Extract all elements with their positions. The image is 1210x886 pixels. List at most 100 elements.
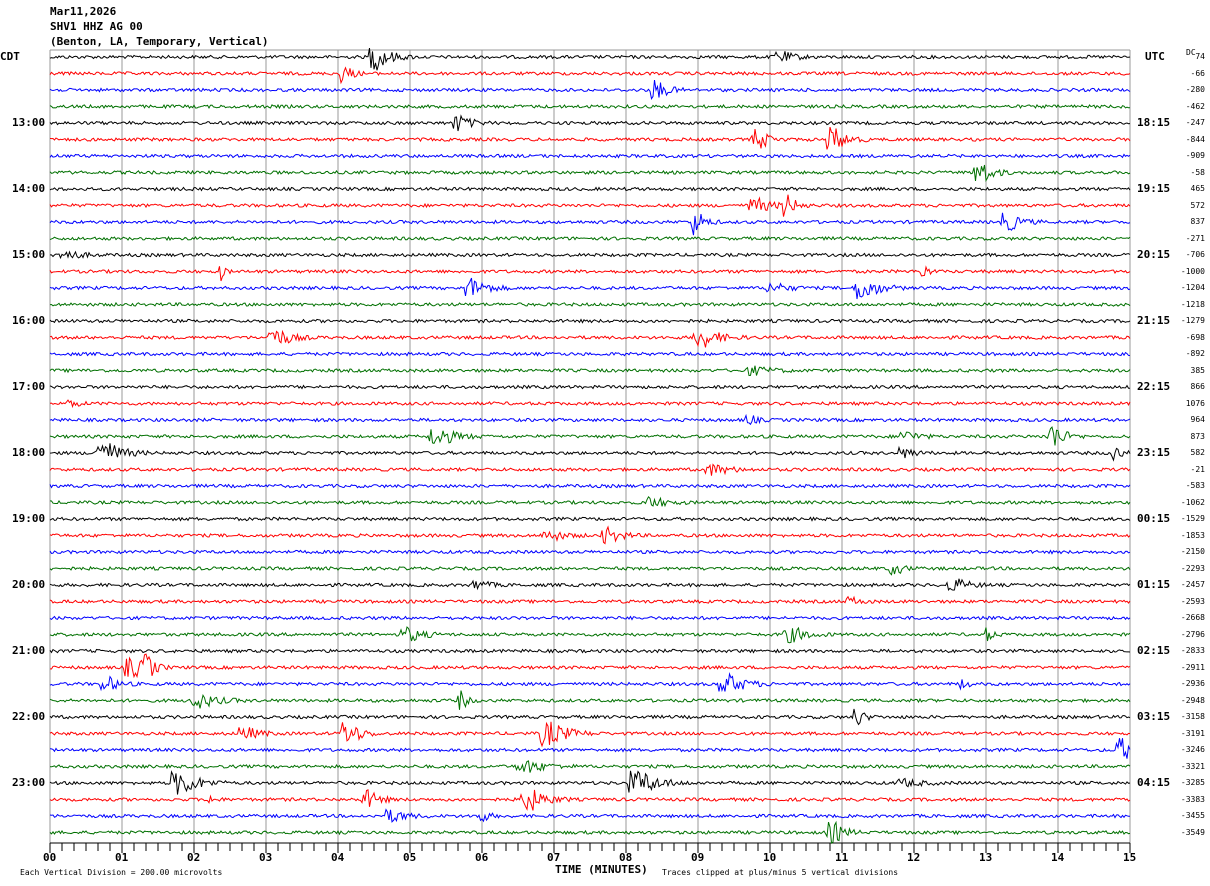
cdt-time-label: 23:00 xyxy=(12,776,46,789)
dc-offset-label: -247 xyxy=(1185,118,1205,127)
dc-offset-label: -66 xyxy=(1190,68,1205,78)
dc-offset-label: -3158 xyxy=(1180,712,1205,721)
dc-offset-label: -280 xyxy=(1185,85,1205,94)
seismic-trace xyxy=(49,186,1131,192)
cdt-time-label: 15:00 xyxy=(12,248,46,261)
dc-offset-label: -2150 xyxy=(1180,547,1205,556)
dc-offset-label: -2948 xyxy=(1180,695,1205,705)
seismic-trace xyxy=(49,329,1131,348)
cdt-time-label: 19:00 xyxy=(12,512,46,525)
cdt-time-label: 18:00 xyxy=(12,446,46,459)
seismic-trace xyxy=(50,760,1131,773)
cdt-axis-title: CDT xyxy=(0,50,20,63)
seismic-trace xyxy=(49,318,1131,324)
seismic-trace xyxy=(49,653,1131,679)
seismic-trace xyxy=(49,672,1131,693)
x-tick-label: 15 xyxy=(1123,851,1137,864)
dc-offset-label: 74 xyxy=(1195,52,1205,61)
seismic-trace xyxy=(49,194,1131,217)
cdt-time-label: 16:00 xyxy=(12,314,46,327)
dc-offset-label: 964 xyxy=(1190,415,1205,424)
seismic-trace xyxy=(49,384,1130,390)
dc-offset-label: -2293 xyxy=(1180,563,1205,573)
dc-offset-label: -271 xyxy=(1185,233,1205,243)
seismic-trace xyxy=(49,301,1131,308)
x-tick-label: 10 xyxy=(763,851,777,864)
cdt-time-label: 22:00 xyxy=(12,710,46,723)
seismic-trace xyxy=(49,463,1131,476)
dc-offset-label: -1062 xyxy=(1180,497,1205,507)
seismic-trace xyxy=(49,578,1131,591)
dc-offset-label: -2936 xyxy=(1180,679,1205,688)
seismic-trace xyxy=(49,164,1131,183)
station-label: SHV1 HHZ AG 00 xyxy=(50,20,143,33)
seismic-trace xyxy=(49,114,1131,132)
dc-offset-label: 873 xyxy=(1190,431,1205,441)
dc-offset-label: -3321 xyxy=(1180,761,1205,771)
seismic-trace xyxy=(50,250,1131,260)
dc-offset-label: -3285 xyxy=(1180,778,1205,787)
seismic-trace xyxy=(49,525,1131,545)
utc-time-label: 01:15 xyxy=(1137,578,1171,591)
x-tick-label: 03 xyxy=(259,851,273,864)
dc-offset-label: -2457 xyxy=(1180,580,1205,589)
x-tick-label: 09 xyxy=(691,851,705,864)
x-tick-label: 01 xyxy=(115,851,129,864)
cdt-time-label: 14:00 xyxy=(12,182,46,195)
dc-offset-label: -2911 xyxy=(1180,662,1205,672)
dc-offset-label: 582 xyxy=(1190,448,1205,457)
seismic-trace xyxy=(49,235,1131,242)
cdt-time-label: 13:00 xyxy=(12,116,46,129)
dc-offset-label: -698 xyxy=(1185,332,1205,342)
x-axis-label: TIME (MINUTES) xyxy=(555,863,648,876)
seismic-trace xyxy=(49,212,1131,236)
dc-offset-label: 866 xyxy=(1190,382,1205,391)
dc-offset-label: 385 xyxy=(1190,365,1205,375)
x-tick-label: 05 xyxy=(403,851,417,864)
dc-offset-label: -892 xyxy=(1185,349,1205,358)
x-tick-label: 08 xyxy=(619,851,633,864)
dc-offset-label: -1853 xyxy=(1180,530,1205,540)
seismic-trace xyxy=(49,516,1131,522)
location-label: (Benton, LA, Temporary, Vertical) xyxy=(50,35,269,48)
x-tick-label: 00 xyxy=(43,851,57,864)
scale-note: Each Vertical Division = 200.00 microvol… xyxy=(20,868,223,877)
seismic-trace xyxy=(49,265,1131,282)
seismic-trace xyxy=(49,126,1131,150)
seismic-trace xyxy=(49,565,1131,576)
dc-offset-label: -3246 xyxy=(1180,745,1205,754)
dc-offset-label: -1218 xyxy=(1180,299,1205,309)
x-tick-label: 02 xyxy=(187,851,201,864)
dc-offset-label: -58 xyxy=(1190,167,1205,177)
utc-time-label: 03:15 xyxy=(1137,710,1171,723)
x-tick-label: 12 xyxy=(907,851,921,864)
seismic-trace xyxy=(49,738,1131,759)
utc-time-label: 00:15 xyxy=(1137,512,1171,525)
dc-offset-label: -3549 xyxy=(1180,827,1205,837)
seismic-trace xyxy=(49,615,1131,621)
cdt-time-label: 20:00 xyxy=(12,578,46,591)
seismic-trace xyxy=(49,365,1131,377)
seismic-trace xyxy=(49,48,1131,71)
seismic-trace xyxy=(49,66,1131,85)
dc-offset-label: -1529 xyxy=(1180,514,1205,523)
dc-label: DC xyxy=(1186,48,1196,57)
dc-offset-label: -3383 xyxy=(1180,794,1205,804)
seismic-trace xyxy=(49,80,1131,100)
seismic-trace xyxy=(49,721,1131,748)
utc-time-label: 02:15 xyxy=(1137,644,1171,657)
seismic-trace xyxy=(49,626,1131,644)
seismic-trace xyxy=(49,153,1131,159)
cdt-time-label: 17:00 xyxy=(12,380,46,393)
x-tick-label: 04 xyxy=(331,851,345,864)
cdt-time-label: 21:00 xyxy=(12,644,46,657)
dc-offset-label: 465 xyxy=(1190,184,1205,193)
dc-offset-label: -2833 xyxy=(1180,646,1205,655)
utc-axis-title: UTC xyxy=(1145,50,1165,63)
dc-offset-label: -1279 xyxy=(1180,316,1205,325)
utc-time-label: 21:15 xyxy=(1137,314,1171,327)
dc-offset-label: -3191 xyxy=(1180,728,1205,738)
x-tick-label: 11 xyxy=(835,851,849,864)
dc-offset-label: -1000 xyxy=(1180,266,1205,276)
